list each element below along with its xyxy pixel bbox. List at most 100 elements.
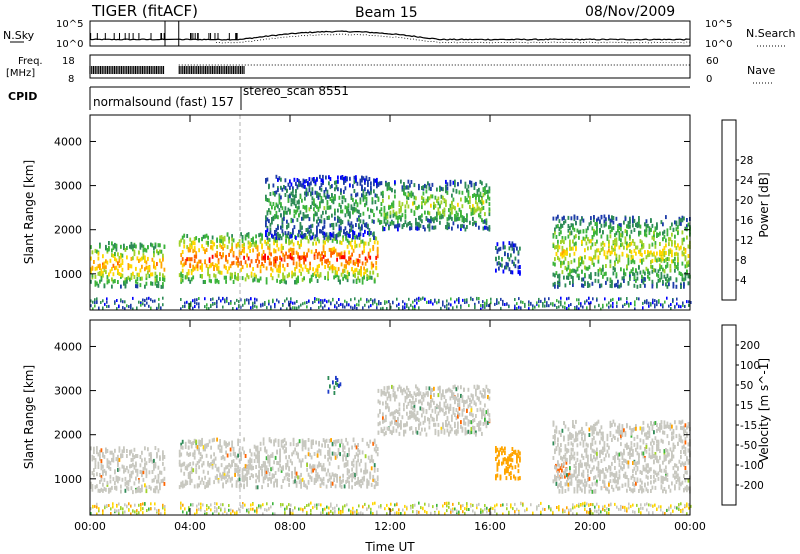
echo-cell: [406, 392, 408, 397]
echo-cell: [157, 479, 160, 484]
echo-cell: [464, 427, 467, 432]
echo-cell: [654, 244, 657, 249]
echo-cell: [337, 179, 339, 184]
echo-cell: [428, 218, 431, 223]
echo-cell: [117, 280, 119, 284]
echo-cell: [626, 253, 628, 258]
clutter-cell: [422, 296, 424, 300]
echo-cell: [247, 234, 250, 239]
echo-cell: [379, 181, 381, 186]
clutter-cell: [464, 301, 466, 304]
clutter-cell: [522, 300, 524, 304]
clutter-cell: [244, 298, 246, 302]
echo-cell: [636, 284, 639, 289]
echo-cell: [112, 253, 115, 258]
echo-cell: [322, 248, 325, 253]
echo-cell: [283, 275, 286, 280]
echo-cell: [346, 468, 349, 473]
echo-cell: [593, 228, 595, 233]
echo-cell: [365, 176, 368, 181]
echo-cell: [322, 463, 325, 468]
echo-cell: [618, 230, 621, 235]
echo-cell: [321, 443, 323, 448]
echo-cell: [578, 259, 580, 264]
echo-cell: [372, 441, 375, 446]
echo-cell: [346, 206, 348, 211]
clutter-cell: [302, 302, 304, 306]
echo-cell: [112, 263, 115, 268]
echo-cell: [554, 257, 556, 262]
echo-cell: [382, 190, 384, 195]
echo-cell: [333, 473, 335, 478]
echo-cell: [554, 281, 556, 286]
echo-cell: [404, 429, 407, 434]
echo-cell: [642, 279, 645, 284]
echo-cell: [597, 272, 600, 277]
cpid-label: CPID: [8, 90, 37, 103]
echo-cell: [273, 262, 275, 267]
echo-cell: [145, 281, 148, 286]
echo-cell: [306, 268, 308, 272]
echo-cell: [484, 191, 486, 196]
clutter-cell: [684, 305, 686, 308]
clutter-cell: [318, 300, 320, 304]
echo-cell: [114, 481, 116, 486]
echo-cell: [687, 274, 690, 279]
echo-cell: [156, 283, 158, 288]
echo-cell: [575, 221, 577, 226]
echo-cell: [268, 246, 271, 251]
echo-cell: [594, 222, 597, 226]
echo-cell: [427, 210, 429, 215]
echo-cell: [366, 268, 369, 273]
echo-cell: [570, 260, 573, 265]
echo-cell: [418, 215, 420, 220]
echo-cell: [214, 274, 217, 279]
echo-cell: [485, 218, 488, 223]
echo-cell: [144, 483, 146, 488]
clutter-cell: [352, 306, 354, 310]
echo-cell: [380, 212, 383, 217]
echo-cell: [410, 393, 413, 398]
echo-cell: [135, 489, 137, 494]
echo-cell: [359, 200, 362, 205]
echo-cell: [662, 257, 664, 262]
echo-cell: [154, 277, 157, 282]
echo-cell: [121, 253, 124, 258]
echo-cell: [663, 229, 666, 234]
echo-cell: [201, 437, 203, 442]
echo-cell: [220, 445, 223, 450]
echo-cell: [237, 478, 239, 483]
echo-cell: [443, 403, 446, 408]
echo-cell: [283, 437, 286, 442]
echo-cell: [576, 273, 579, 278]
echo-cell: [451, 193, 453, 198]
echo-cell: [299, 226, 302, 231]
echo-cell: [561, 250, 564, 255]
echo-cell: [271, 268, 274, 273]
echo-cell: [350, 221, 353, 226]
echo-cell: [220, 239, 223, 244]
clutter-cell: [486, 302, 488, 306]
echo-cell: [153, 250, 155, 255]
echo-cell: [584, 265, 586, 270]
echo-cell: [428, 227, 431, 232]
echo-cell: [156, 249, 158, 254]
echo-cell: [261, 468, 263, 473]
echo-cell: [446, 190, 449, 195]
echo-cell: [366, 274, 369, 278]
echo-cell: [439, 220, 441, 225]
echo-cell: [265, 220, 267, 225]
echo-cell: [587, 281, 589, 286]
echo-cell: [508, 257, 511, 262]
echo-cell: [105, 259, 107, 264]
echo-cell: [184, 466, 187, 471]
echo-cell: [259, 232, 262, 237]
echo-cell: [369, 473, 372, 478]
echo-cell: [103, 264, 106, 269]
echo-cell: [127, 480, 130, 484]
echo-cell: [373, 463, 376, 468]
echo-cell: [272, 191, 275, 196]
echo-cell: [416, 221, 419, 226]
echo-cell: [190, 277, 193, 282]
echo-cell: [307, 472, 310, 477]
